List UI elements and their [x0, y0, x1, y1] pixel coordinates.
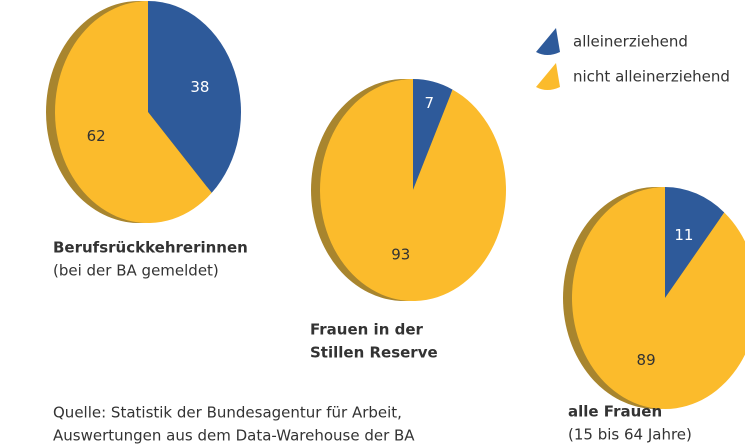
data-label: 11	[674, 226, 693, 244]
pie-slice	[572, 187, 745, 409]
pie: 11 89	[563, 187, 745, 409]
pie-title: Stillen Reserve	[310, 344, 438, 362]
pie-title: Berufsrückkehrerinnen	[53, 239, 248, 257]
pie-title: alle Frauen	[568, 403, 662, 421]
source: Auswertungen aus dem Data-Warehouse der …	[53, 427, 415, 445]
legend: alleinerziehend nicht alleinerziehend	[536, 28, 730, 90]
data-label: 38	[190, 78, 209, 96]
legend-label: nicht alleinerziehend	[573, 68, 730, 86]
pie-subtitle: (15 bis 64 Jahre)	[568, 426, 692, 444]
legend-label: alleinerziehend	[573, 33, 688, 51]
pie-subtitle: (bei der BA gemeldet)	[53, 262, 219, 280]
pie-slice	[665, 187, 725, 298]
data-label: 89	[637, 351, 656, 369]
data-label: 62	[87, 127, 106, 145]
pie-slice	[54, 1, 212, 224]
pie-title: Frauen in der	[310, 321, 424, 339]
legend-swatch	[536, 28, 560, 55]
legend-swatch	[536, 63, 560, 90]
pie: 7 93	[311, 79, 506, 302]
pie: 38 62	[46, 1, 241, 224]
source: Quelle: Statistik der Bundesagentur für …	[53, 404, 402, 422]
data-label: 93	[391, 245, 410, 263]
data-label: 7	[424, 94, 434, 112]
pie-slice	[320, 79, 506, 302]
pie-slice	[148, 1, 241, 193]
pie-slice	[413, 79, 453, 190]
